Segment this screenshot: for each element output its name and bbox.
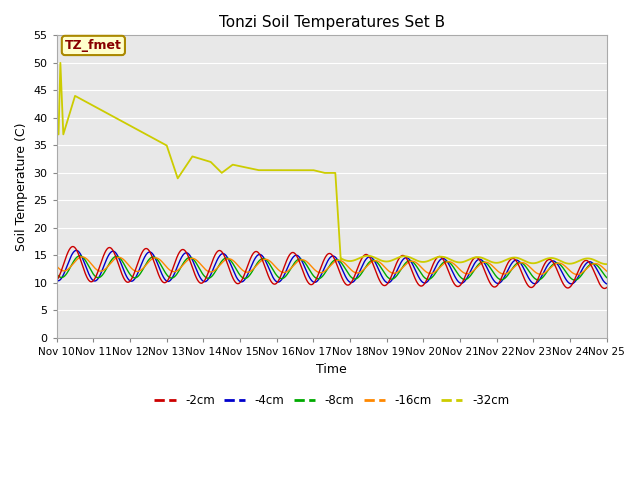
X-axis label: Time: Time xyxy=(316,362,347,375)
-8cm xyxy=(76,253,84,259)
-32cm xyxy=(592,258,600,264)
-8cm xyxy=(264,259,271,264)
Text: TZ_fmet: TZ_fmet xyxy=(65,39,122,52)
-16cm xyxy=(573,272,581,277)
Line: -8cm: -8cm xyxy=(57,256,607,280)
-8cm xyxy=(288,264,296,270)
-8cm xyxy=(593,262,600,267)
-32cm xyxy=(53,132,61,137)
-4cm xyxy=(593,265,600,271)
-8cm xyxy=(603,275,611,280)
-16cm xyxy=(593,261,600,266)
Line: -32cm: -32cm xyxy=(57,63,607,264)
Line: -16cm: -16cm xyxy=(57,257,607,275)
-32cm xyxy=(533,260,541,265)
-16cm xyxy=(148,256,156,262)
-2cm xyxy=(264,272,271,277)
-16cm xyxy=(533,270,541,276)
-32cm xyxy=(264,168,271,173)
-16cm xyxy=(264,257,271,263)
-32cm xyxy=(56,60,64,66)
-16cm xyxy=(53,263,61,269)
-16cm xyxy=(116,254,124,260)
-16cm xyxy=(288,265,296,271)
-16cm xyxy=(603,268,611,274)
-2cm xyxy=(116,265,124,271)
-2cm xyxy=(53,277,61,283)
-4cm xyxy=(533,280,541,286)
-32cm xyxy=(288,168,296,173)
-8cm xyxy=(571,277,579,283)
-4cm xyxy=(72,248,80,253)
Line: -4cm: -4cm xyxy=(57,251,607,284)
-2cm xyxy=(148,254,156,260)
-8cm xyxy=(148,254,156,260)
-8cm xyxy=(53,271,61,277)
-8cm xyxy=(116,255,124,261)
Legend: -2cm, -4cm, -8cm, -16cm, -32cm: -2cm, -4cm, -8cm, -16cm, -32cm xyxy=(150,389,514,412)
-32cm xyxy=(603,261,611,267)
-32cm xyxy=(603,261,611,267)
-2cm xyxy=(592,273,600,279)
-16cm xyxy=(78,254,86,260)
-4cm xyxy=(288,256,296,262)
Y-axis label: Soil Temperature (C): Soil Temperature (C) xyxy=(15,122,28,251)
Line: -2cm: -2cm xyxy=(57,247,607,288)
-2cm xyxy=(600,286,608,291)
-4cm xyxy=(53,277,61,283)
-2cm xyxy=(288,250,296,256)
-2cm xyxy=(69,244,77,250)
-4cm xyxy=(568,281,575,287)
-2cm xyxy=(533,278,541,284)
-4cm xyxy=(264,263,271,269)
-4cm xyxy=(116,257,124,263)
Title: Tonzi Soil Temperatures Set B: Tonzi Soil Temperatures Set B xyxy=(219,15,445,30)
-4cm xyxy=(603,281,611,287)
-32cm xyxy=(148,135,156,141)
-4cm xyxy=(148,251,156,256)
-2cm xyxy=(603,285,611,290)
-32cm xyxy=(116,117,124,123)
-8cm xyxy=(533,277,541,283)
